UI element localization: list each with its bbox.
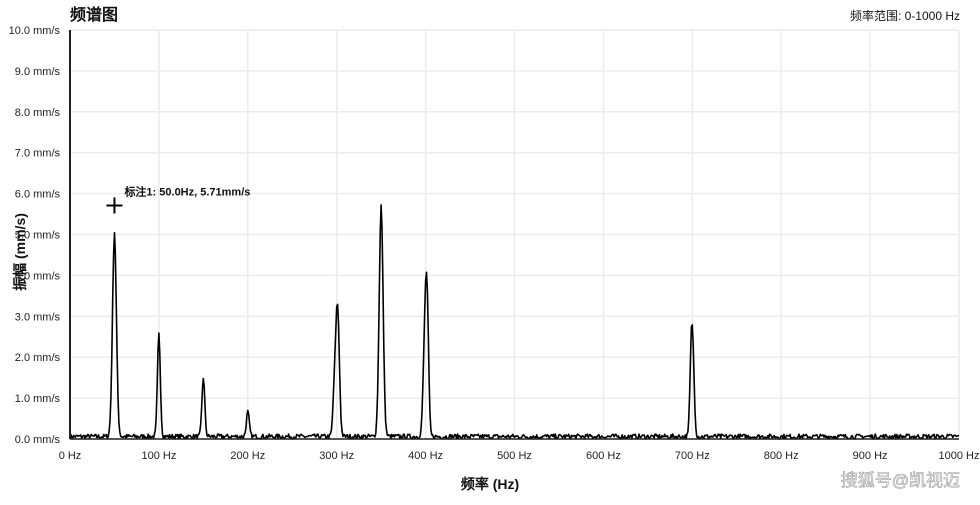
y-axis-label: 振幅 (mm/s)	[12, 213, 28, 291]
y-axis-ticks: 0.0 mm/s 1.0 mm/s 2.0 mm/s 3.0 mm/s 4.0 mm/s…	[9, 25, 61, 446]
x-tick-label: 700 Hz	[675, 450, 710, 462]
y-tick-label: 4.0 mm/s	[15, 270, 61, 282]
x-tick-label: 800 Hz	[764, 450, 799, 462]
watermark: 搜狐号@凯视迈	[841, 471, 960, 490]
y-tick-label: 8.0 mm/s	[15, 107, 61, 119]
x-tick-label: 300 Hz	[319, 450, 354, 462]
y-tick-label: 7.0 mm/s	[15, 148, 61, 160]
y-tick-label: 9.0 mm/s	[15, 66, 61, 78]
x-tick-label: 600 Hz	[586, 450, 621, 462]
x-tick-label: 500 Hz	[497, 450, 532, 462]
x-tick-label: 400 Hz	[408, 450, 443, 462]
x-tick-label: 100 Hz	[141, 450, 176, 462]
annotation-label: 标注1: 50.0Hz, 5.71mm/s	[123, 184, 250, 198]
range-label: 频率范围: 0-1000 Hz	[850, 8, 960, 23]
x-tick-label: 900 Hz	[853, 450, 888, 462]
x-axis-label: 频率 (Hz)	[461, 476, 519, 492]
spectrum-line	[69, 204, 960, 440]
y-tick-label: 2.0 mm/s	[15, 352, 61, 364]
y-tick-label: 10.0 mm/s	[9, 25, 61, 37]
grid	[69, 29, 960, 440]
y-tick-label: 1.0 mm/s	[15, 393, 61, 405]
y-tick-label: 0.0 mm/s	[15, 434, 61, 446]
y-tick-label: 6.0 mm/s	[15, 189, 61, 201]
y-tick-label: 5.0 mm/s	[15, 230, 61, 242]
x-axis-ticks: 0 Hz 100 Hz 200 Hz 300 Hz 400 Hz 500 Hz 600 Hz…	[59, 450, 980, 462]
annotation-marker	[106, 197, 123, 214]
x-tick-label: 0 Hz	[59, 450, 82, 462]
x-tick-label: 200 Hz	[230, 450, 265, 462]
x-tick-label: 1000 Hz	[939, 450, 980, 462]
y-tick-label: 3.0 mm/s	[15, 311, 61, 323]
chart-title: 频谱图	[70, 5, 118, 24]
